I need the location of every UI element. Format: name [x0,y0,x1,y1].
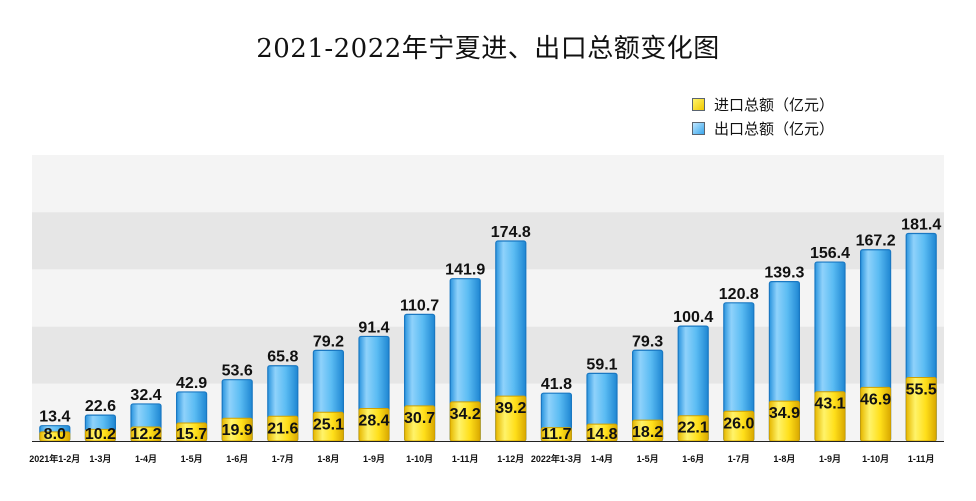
x-tick-label: 1-4月 [135,454,157,464]
export-value-label: 13.4 [39,409,70,426]
export-value-label: 41.8 [541,376,572,393]
grid-band [32,269,944,327]
import-value-label: 43.1 [814,396,845,413]
import-value-label: 34.2 [450,406,481,423]
grid-band [32,383,944,441]
import-value-label: 12.2 [130,426,161,443]
export-value-label: 110.7 [400,297,439,314]
import-value-label: 39.2 [495,400,526,417]
legend-swatch-export [692,121,705,135]
import-value-label: 25.1 [313,416,344,433]
x-tick-label: 1-9月 [363,454,385,464]
export-value-label: 156.4 [810,245,850,262]
export-value-label: 174.8 [491,224,531,241]
x-tick-label: 1-10月 [406,454,433,464]
export-value-label: 65.8 [267,349,298,366]
x-tick-label: 1-5月 [637,454,659,464]
export-value-label: 141.9 [445,262,485,279]
legend-label-export: 出口总额（亿元） [714,119,835,138]
import-value-label: 18.2 [632,424,663,441]
import-value-label: 30.7 [404,410,435,427]
x-tick-label: 1-6月 [226,454,248,464]
legend-item-export: 出口总额（亿元） [692,116,834,140]
x-tick-label: 1-3月 [89,454,111,464]
import-value-label: 28.4 [358,413,389,430]
export-value-label: 120.8 [719,286,759,303]
x-tick-label: 1-12月 [497,454,524,464]
export-value-label: 100.4 [673,309,713,326]
export-value-label: 79.3 [632,333,663,350]
grid-band [32,326,944,384]
labels-layer: 13.48.0 22.6 10.2 32.4 12.2 42.9 15.7 53.6 19.9 6… [39,216,941,443]
import-value-label: 46.9 [860,391,891,408]
x-tick-label: 1-7月 [728,454,750,464]
legend-swatch-import [692,97,705,111]
x-tick-label: 1-5月 [181,454,203,464]
import-value-label: 21.6 [267,420,298,437]
grid-band [32,212,944,270]
import-value-label: 34.9 [769,405,800,422]
chart-legend: 进口总额（亿元） 出口总额（亿元） [692,92,834,140]
import-value-label: 26.0 [723,415,754,432]
export-value-label: 53.6 [222,363,253,380]
import-value-label: 11.7 [541,426,571,443]
chart-title: 2021-2022年宁夏进、出口总额变化图 [256,34,720,64]
x-tick-label: 1-9月 [819,454,841,464]
legend-label-import: 进口总额（亿元） [714,95,835,114]
import-value-label: 22.1 [678,420,709,437]
export-value-label: 91.4 [358,319,389,336]
export-value-label: 42.9 [176,375,207,392]
x-axis: 2021年1-2月 1-3月 1-4月 1-5月 1-6月 1-7月 1-8月 1-9月 1-1… [29,441,944,464]
import-value-label: 14.8 [586,426,617,443]
export-value-label: 79.2 [313,333,344,350]
import-value-label: 55.5 [906,382,937,399]
x-tick-label: 1-6月 [682,454,704,464]
x-tick-label: 1-11月 [452,454,479,464]
import-value-label: 15.7 [176,426,207,443]
import-value-label: 19.9 [222,422,253,439]
import-value-label: 8.0 [44,426,66,443]
x-tick-label: 1-8月 [773,454,795,464]
x-tick-label: 1-10月 [862,454,889,464]
export-value-label: 32.4 [130,387,161,404]
plot-background [32,155,944,441]
import-value-label: 10.2 [85,426,116,443]
x-tick-label: 1-11月 [908,454,935,464]
x-tick-label: 2021年1-2月 [29,453,80,464]
export-value-label: 22.6 [85,398,116,415]
x-tick-label: 1-8月 [317,454,339,464]
legend-item-import: 进口总额（亿元） [692,92,834,116]
export-value-label: 139.3 [764,265,804,282]
x-tick-label: 1-7月 [272,454,294,464]
export-value-label: 181.4 [901,216,941,233]
x-tick-label: 1-4月 [591,454,613,464]
export-value-label: 59.1 [586,356,617,373]
export-value-label: 167.2 [856,233,896,250]
grid-band [32,155,944,213]
x-tick-label: 2022年1-3月 [531,453,582,464]
